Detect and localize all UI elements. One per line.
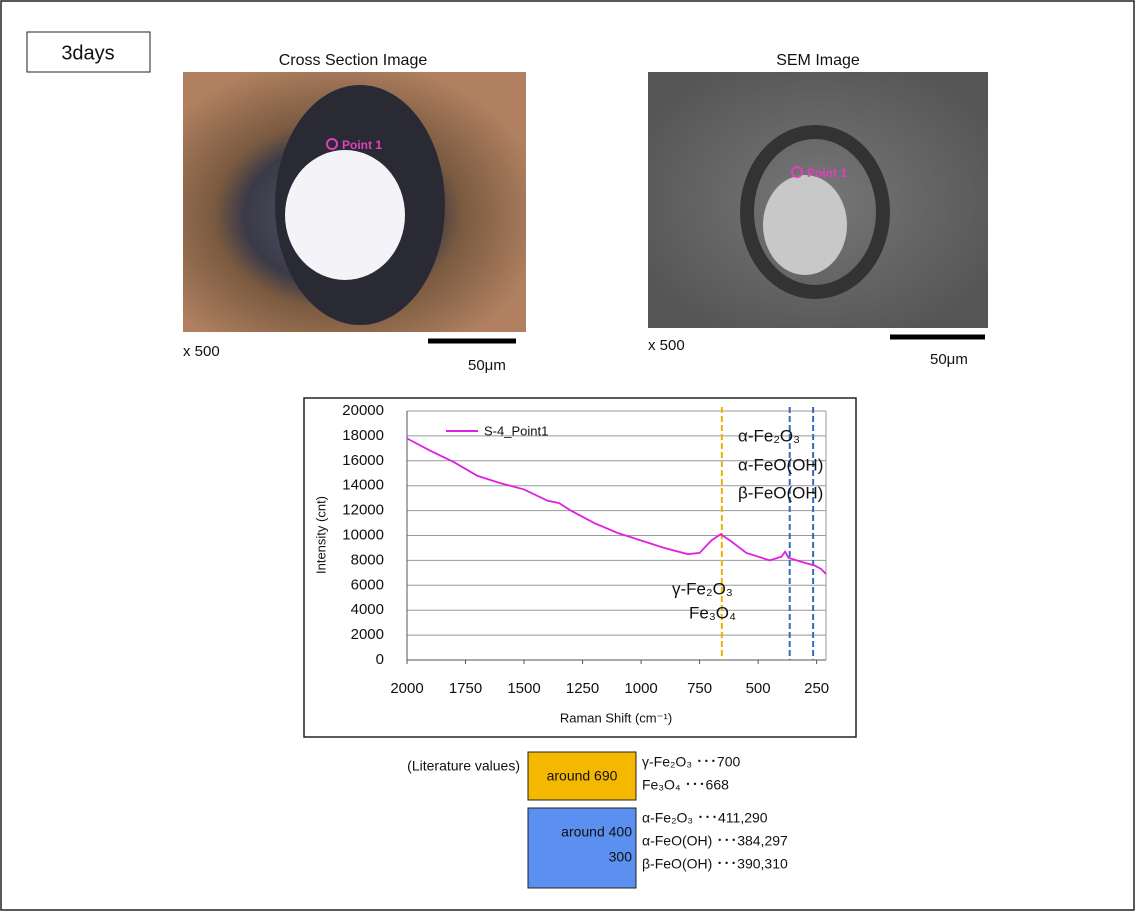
x-tick-label: 2000 (390, 680, 423, 697)
literature-heading: (Literature values) (407, 758, 520, 774)
x-axis-title: Raman Shift (cm⁻¹) (560, 710, 672, 725)
y-tick-label: 20000 (342, 402, 384, 419)
x-tick-label: 1750 (449, 680, 482, 697)
point-label: Point 1 (807, 166, 847, 180)
x-tick-label: 500 (746, 680, 771, 697)
y-tick-label: 2000 (351, 626, 384, 643)
scale-label: 50μm (468, 357, 506, 374)
legend-label: S-4_Point1 (484, 423, 548, 438)
y-tick-label: 4000 (351, 601, 384, 618)
x-tick-label: 250 (804, 680, 829, 697)
x-tick-label: 1000 (624, 680, 657, 697)
y-tick-label: 6000 (351, 576, 384, 593)
annotation: Fe₃O₄ (689, 603, 736, 622)
literature-line: γ-Fe₂O₃ ･･･700 (642, 754, 740, 770)
scale-label: 50μm (930, 351, 968, 368)
literature-line: α-Fe₂O₃ ･･･411,290 (642, 810, 768, 826)
annotation: β-FeO(OH) (738, 483, 823, 502)
box-label: 300 (609, 849, 633, 865)
box-label: around 400 (561, 824, 632, 840)
annotation: α-Fe₂O₃ (738, 426, 800, 445)
image-core (763, 175, 847, 275)
y-axis-title: Intensity (cnt) (313, 496, 328, 574)
annotation: γ-Fe₂O₃ (672, 579, 733, 598)
y-tick-label: 18000 (342, 427, 384, 444)
image-title: SEM Image (776, 52, 860, 69)
box-label: around 690 (547, 768, 618, 784)
label: 3days (61, 42, 114, 64)
literature-line: α-FeO(OH) ･･･384,297 (642, 833, 788, 849)
annotation: α-FeO(OH) (738, 455, 823, 474)
x-tick-label: 750 (687, 680, 712, 697)
image-title: Cross Section Image (279, 52, 428, 69)
y-tick-label: 0 (376, 651, 384, 668)
y-tick-label: 8000 (351, 551, 384, 568)
magnification: x 500 (183, 343, 220, 360)
magnification: x 500 (648, 337, 685, 354)
y-tick-label: 16000 (342, 452, 384, 469)
x-tick-label: 1250 (566, 680, 599, 697)
point-label: Point 1 (342, 138, 382, 152)
y-tick-label: 12000 (342, 502, 384, 519)
literature-line: β-FeO(OH) ･･･390,310 (642, 856, 788, 872)
image-core (285, 150, 405, 280)
literature-line: Fe₃O₄ ･･･668 (642, 777, 729, 793)
x-tick-label: 1500 (507, 680, 540, 697)
y-tick-label: 10000 (342, 526, 384, 543)
slide: 3days Cross Section Image Point 1 x 500 … (0, 0, 1135, 911)
y-tick-label: 14000 (342, 477, 384, 494)
